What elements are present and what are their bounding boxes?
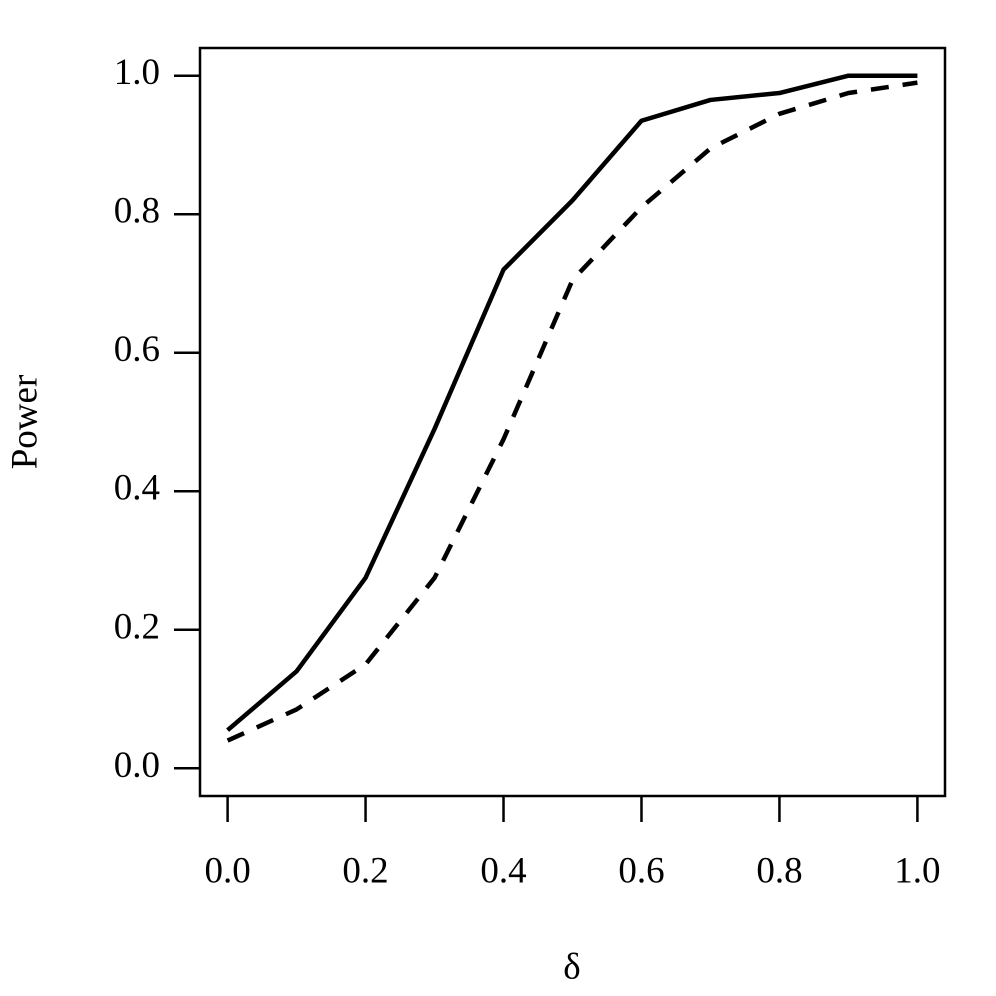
x-tick-label: 1.0 <box>894 850 940 891</box>
x-tick-label: 0.6 <box>618 850 664 891</box>
x-tick-label: 0.0 <box>204 850 250 891</box>
y-axis-label: Power <box>4 375 45 470</box>
y-tick-label: 0.2 <box>114 606 160 647</box>
plot-frame <box>198 46 947 798</box>
y-tick-label: 0.4 <box>114 468 160 509</box>
y-tick-label: 0.8 <box>114 191 160 232</box>
series-line <box>226 80 918 743</box>
x-tick-label: 0.4 <box>480 850 526 891</box>
x-tick-label: 0.2 <box>342 850 388 891</box>
x-tick-label: 0.8 <box>756 850 802 891</box>
y-tick-label: 0.6 <box>114 329 160 370</box>
series-line <box>226 73 918 732</box>
y-tick-label: 0.0 <box>114 745 160 786</box>
x-axis-label: δ <box>563 946 580 987</box>
y-tick-label: 1.0 <box>114 52 160 93</box>
